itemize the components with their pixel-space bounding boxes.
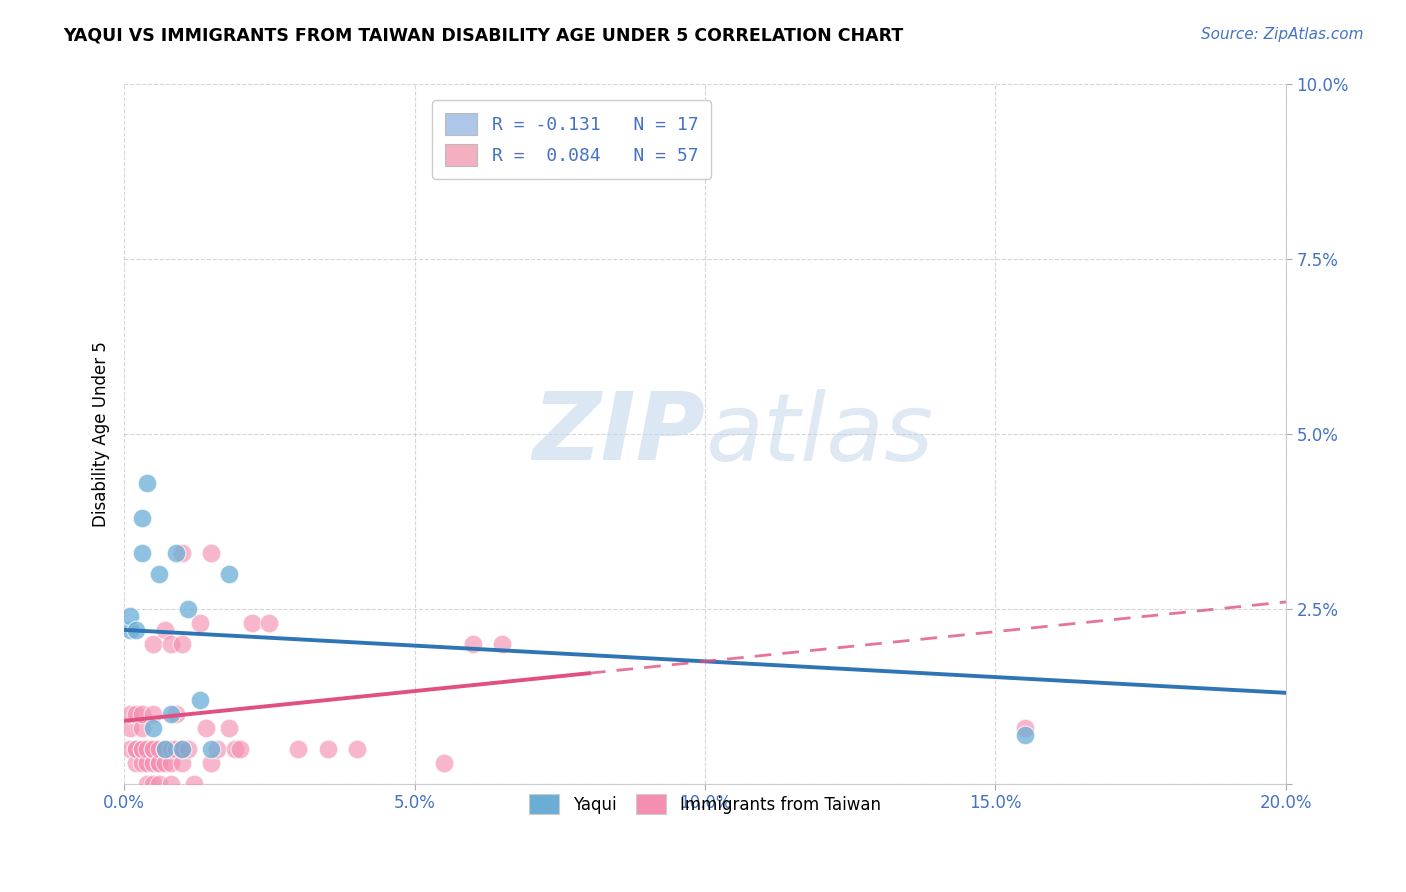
Point [172, 546, 194, 560]
Point [125, 623, 148, 637]
Point [118, 706, 141, 721]
Point [491, 637, 513, 651]
Point [316, 741, 339, 756]
Point [159, 741, 181, 756]
Point [346, 741, 368, 756]
Point [131, 511, 153, 525]
Point [172, 637, 194, 651]
Point [148, 741, 170, 756]
Point [159, 706, 181, 721]
Point [142, 777, 165, 791]
Point [148, 566, 170, 581]
Text: Source: ZipAtlas.com: Source: ZipAtlas.com [1201, 27, 1364, 42]
Text: ZIP: ZIP [533, 388, 704, 480]
Point [136, 741, 159, 756]
Point [229, 741, 252, 756]
Point [159, 637, 181, 651]
Point [159, 756, 181, 770]
Point [118, 721, 141, 735]
Point [259, 615, 281, 630]
Point [131, 721, 153, 735]
Point [118, 623, 141, 637]
Point [287, 741, 309, 756]
Point [177, 602, 200, 616]
Point [136, 777, 159, 791]
Point [166, 706, 188, 721]
Point [131, 741, 153, 756]
Point [125, 741, 148, 756]
Point [153, 741, 176, 756]
Point [131, 741, 153, 756]
Point [142, 741, 165, 756]
Point [200, 546, 222, 560]
Point [433, 756, 456, 770]
Point [1014, 728, 1036, 742]
Text: atlas: atlas [704, 389, 934, 480]
Point [188, 615, 211, 630]
Point [153, 756, 176, 770]
Point [166, 741, 188, 756]
Point [118, 608, 141, 623]
Point [142, 706, 165, 721]
Point [159, 777, 181, 791]
Point [125, 756, 148, 770]
Point [224, 741, 246, 756]
Point [153, 623, 176, 637]
Point [148, 777, 170, 791]
Point [172, 741, 194, 756]
Point [118, 741, 141, 756]
Point [166, 546, 188, 560]
Point [194, 721, 217, 735]
Point [148, 756, 170, 770]
Point [172, 756, 194, 770]
Point [142, 721, 165, 735]
Point [136, 476, 159, 491]
Point [131, 756, 153, 770]
Point [153, 741, 176, 756]
Point [218, 566, 240, 581]
Point [183, 777, 205, 791]
Point [200, 756, 222, 770]
Point [1014, 721, 1036, 735]
Point [142, 756, 165, 770]
Legend: Yaqui, Immigrants from Taiwan: Yaqui, Immigrants from Taiwan [519, 784, 891, 824]
Y-axis label: Disability Age Under 5: Disability Age Under 5 [93, 341, 110, 527]
Point [205, 741, 228, 756]
Point [148, 756, 170, 770]
Point [172, 741, 194, 756]
Text: YAQUI VS IMMIGRANTS FROM TAIWAN DISABILITY AGE UNDER 5 CORRELATION CHART: YAQUI VS IMMIGRANTS FROM TAIWAN DISABILI… [63, 27, 904, 45]
Point [136, 756, 159, 770]
Point [125, 741, 148, 756]
Point [131, 706, 153, 721]
Point [142, 637, 165, 651]
Point [142, 741, 165, 756]
Point [218, 721, 240, 735]
Point [188, 693, 211, 707]
Point [177, 741, 200, 756]
Point [240, 615, 263, 630]
Point [461, 637, 484, 651]
Point [200, 741, 222, 756]
Point [131, 546, 153, 560]
Point [125, 706, 148, 721]
